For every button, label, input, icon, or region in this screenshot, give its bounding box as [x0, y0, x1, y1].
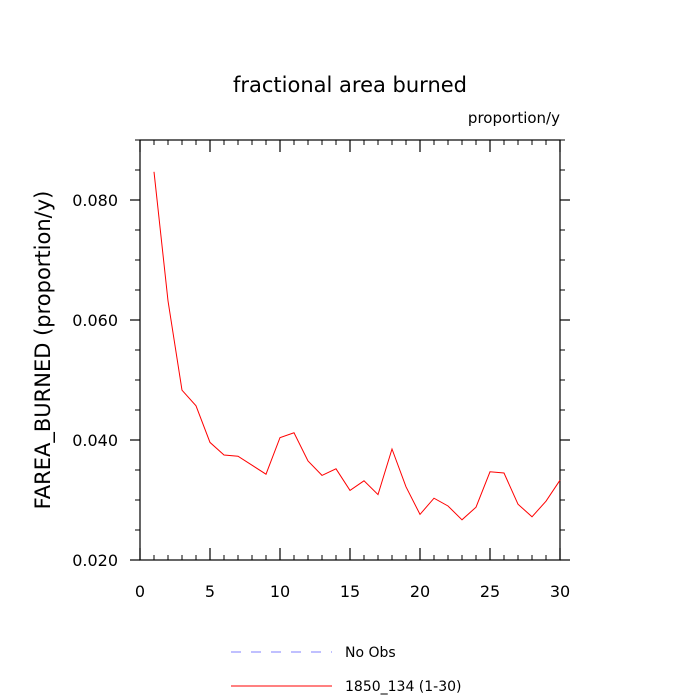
axis-tick-labels: 0 5 10 15 20 25 30 0.020 0.040 0.060 0.080 — [72, 191, 570, 601]
axis-ticks — [130, 139, 570, 561]
legend: No Obs 1850_134 (1-30) — [231, 645, 462, 695]
plot-frame — [139, 139, 561, 561]
units-label: proportion/y — [468, 109, 560, 127]
x-tick-label: 10 — [270, 582, 290, 601]
series-line — [153, 171, 561, 521]
y-tick-label: 0.040 — [72, 431, 118, 450]
x-tick-label: 20 — [410, 582, 430, 601]
x-tick-label: 30 — [550, 582, 570, 601]
y-axis-label: FAREA_BURNED (proportion/y) — [31, 191, 56, 510]
x-tick-label: 15 — [340, 582, 360, 601]
legend-label: 1850_134 (1-30) — [345, 679, 462, 695]
series-layer — [153, 171, 561, 521]
x-tick-label: 25 — [480, 582, 500, 601]
y-tick-label: 0.060 — [72, 311, 118, 330]
x-tick-label: 0 — [135, 582, 145, 601]
x-tick-label: 5 — [205, 582, 215, 601]
y-tick-label: 0.080 — [72, 191, 118, 210]
chart-title: fractional area burned — [233, 73, 467, 97]
legend-label: No Obs — [345, 645, 396, 661]
y-tick-label: 0.020 — [72, 551, 118, 570]
